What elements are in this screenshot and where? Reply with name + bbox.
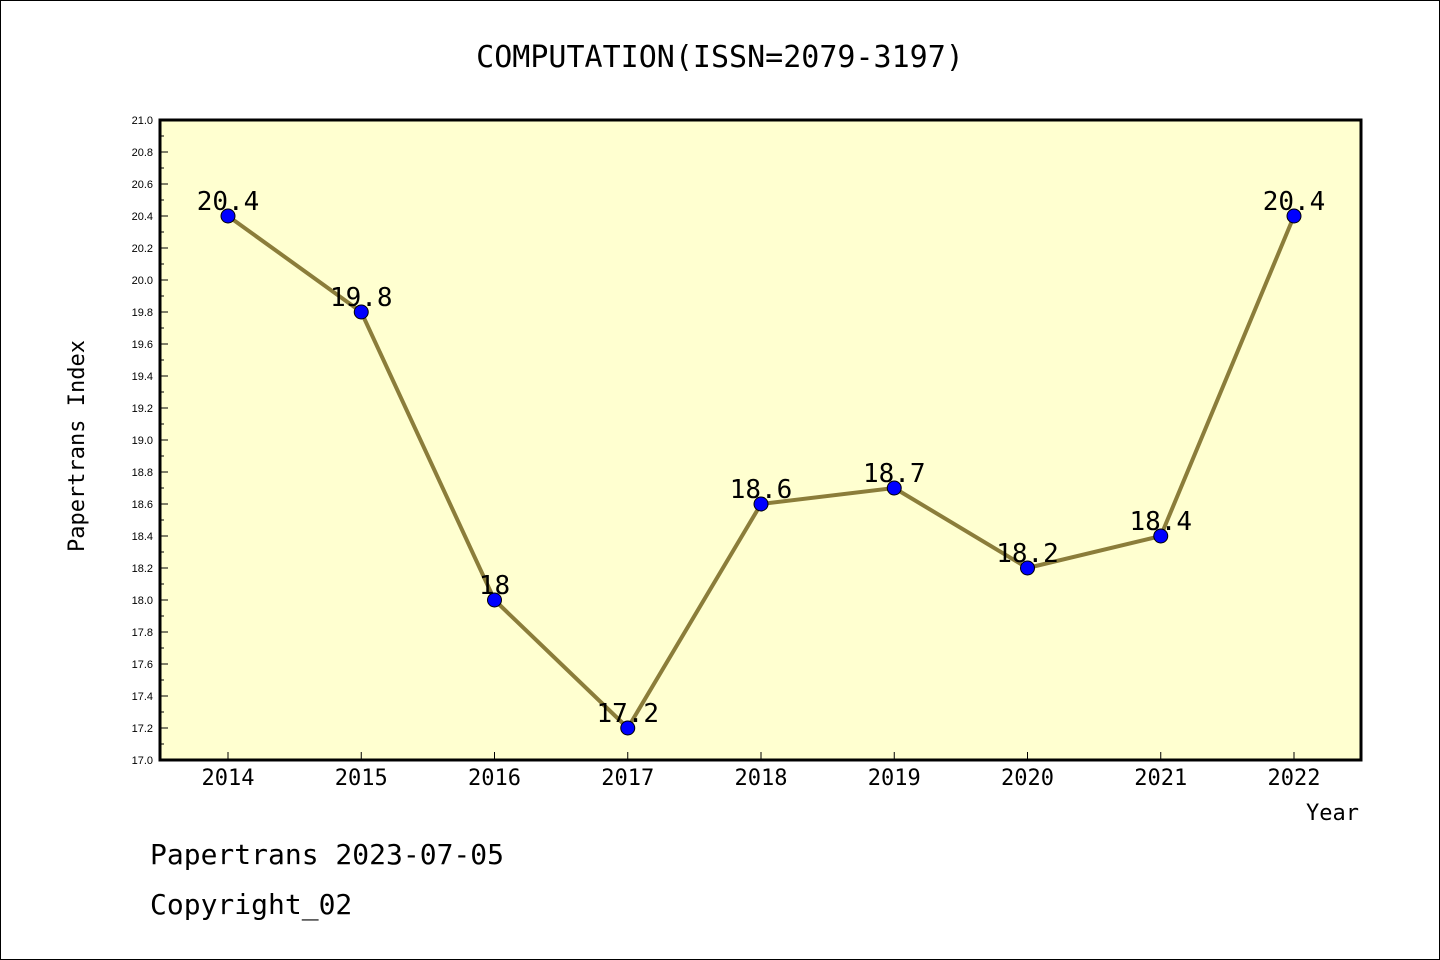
y-tick-label: 17.4 — [132, 691, 153, 703]
footer-date: Papertrans 2023-07-05 — [150, 838, 504, 871]
y-tick-label: 17.0 — [132, 755, 153, 767]
data-label: 20.4 — [197, 187, 260, 217]
x-tick-label: 2022 — [1268, 766, 1321, 791]
y-tick-label: 19.0 — [132, 435, 153, 447]
plot-border — [158, 118, 1363, 762]
y-tick-label: 20.6 — [132, 179, 153, 191]
data-label: 18 — [479, 571, 510, 601]
y-tick-label: 18.4 — [132, 531, 153, 543]
y-tick-label: 21.0 — [132, 115, 153, 127]
y-tick-label: 17.8 — [132, 627, 153, 639]
data-label: 18.6 — [730, 475, 793, 505]
y-tick-label: 17.2 — [132, 723, 153, 735]
data-label: 19.8 — [330, 283, 393, 313]
y-tick-label: 18.6 — [132, 499, 153, 511]
y-tick-label: 20.2 — [132, 243, 153, 255]
y-tick-label: 19.8 — [132, 307, 153, 319]
x-tick-label: 2020 — [1001, 766, 1054, 791]
chart-title: COMPUTATION(ISSN=2079-3197) — [476, 40, 964, 75]
plot-area — [160, 120, 1361, 760]
data-point — [620, 720, 636, 736]
x-tick-label: 2015 — [335, 766, 388, 791]
y-tick-label: 19.2 — [132, 403, 153, 415]
data-point — [1020, 560, 1035, 576]
data-point — [353, 304, 369, 320]
y-tick-label: 20.4 — [132, 211, 153, 223]
x-tick-label: 2016 — [468, 766, 521, 791]
y-tick-label: 20.0 — [132, 275, 153, 287]
footer-copyright: Copyright_02 — [150, 888, 352, 922]
y-tick-label: 18.0 — [132, 595, 153, 607]
data-point — [220, 208, 236, 224]
y-tick-label: 17.6 — [132, 659, 153, 671]
series-group: 20.4 19.8 18 17.2 18.6 18.7 18.2 18.4 20.4 — [197, 187, 1326, 736]
data-point — [886, 480, 902, 496]
y-tick-label: 18.2 — [132, 563, 153, 575]
y-tick-label: 18.8 — [132, 467, 153, 479]
data-label: 18.7 — [863, 459, 926, 489]
y-tick-label: 20.8 — [132, 147, 153, 159]
data-label: 18.4 — [1129, 507, 1192, 537]
x-tick-label: 2021 — [1134, 766, 1187, 791]
x-tick-label: 2019 — [868, 766, 921, 791]
x-axis: 2014 2015 2016 2017 2018 2019 2020 2021 2022 — [202, 752, 1321, 791]
x-tick-label: 2018 — [735, 766, 788, 791]
y-tick-label: 19.6 — [132, 339, 153, 351]
data-point — [753, 496, 769, 512]
y-tick-label: 19.4 — [132, 371, 153, 383]
data-point — [1153, 528, 1169, 544]
x-tick-label: 2014 — [202, 766, 255, 791]
data-label: 18.2 — [996, 539, 1059, 569]
x-tick-label: 2017 — [601, 766, 654, 791]
data-label: 20.4 — [1263, 187, 1326, 217]
data-point — [487, 592, 502, 608]
y-axis-label: Papertrans Index — [65, 340, 90, 552]
x-axis-label: Year — [1306, 801, 1359, 826]
data-point — [1286, 208, 1302, 224]
data-label: 17.2 — [596, 699, 659, 729]
